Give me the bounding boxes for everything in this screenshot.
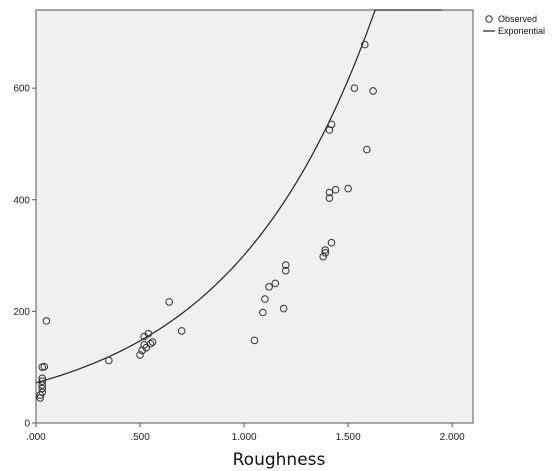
observed-point	[325, 194, 334, 202]
y-tick-label: 200	[13, 307, 30, 318]
y-tick-label: 0	[24, 419, 30, 430]
observed-point	[331, 185, 340, 194]
x-axis: .000 .500 1.000 1.500 2.000	[26, 423, 465, 443]
observed-point	[271, 279, 280, 288]
observed-point	[281, 266, 290, 275]
observed-point	[369, 87, 377, 95]
exponential-fit-line	[35, 9, 442, 384]
observed-point	[350, 84, 359, 92]
y-axis: 0 200 400 600	[13, 84, 36, 430]
observed-point	[261, 295, 269, 303]
y-tick-label: 600	[13, 84, 30, 95]
observed-point	[325, 188, 334, 197]
observed-point	[165, 298, 173, 306]
observed-point	[360, 40, 369, 49]
x-tick-label: .000	[26, 432, 46, 443]
observed-point	[146, 339, 155, 348]
observed-point	[259, 308, 267, 317]
observed-point	[281, 261, 290, 269]
observed-point	[148, 338, 157, 346]
y-tick-label: 400	[13, 195, 30, 206]
observed-point	[344, 184, 352, 193]
observed-point	[38, 388, 47, 397]
legend: Observed Exponential	[483, 14, 545, 36]
observed-point	[363, 145, 371, 154]
observed-point	[136, 351, 144, 359]
observed-point	[40, 362, 49, 371]
observed-point	[321, 246, 330, 254]
observed-point	[327, 238, 336, 247]
observed-point	[144, 329, 153, 338]
observed-point	[265, 283, 273, 291]
x-axis-title: Roughness	[233, 450, 326, 470]
observed-point	[279, 304, 288, 313]
legend-observed-marker	[485, 15, 493, 23]
observed-point	[42, 317, 51, 325]
observed-point	[321, 248, 330, 257]
x-tick-label: .500	[130, 432, 150, 443]
observed-points	[36, 40, 377, 402]
observed-point	[38, 377, 47, 385]
observed-point	[38, 374, 47, 383]
legend-observed-label: Observed	[498, 14, 537, 24]
observed-point	[38, 384, 47, 393]
observed-point	[177, 327, 186, 335]
observed-point	[327, 120, 336, 129]
observed-point	[142, 343, 151, 352]
observed-point	[319, 252, 327, 261]
x-tick-label: 1.000	[232, 432, 257, 443]
observed-point	[250, 336, 259, 345]
legend-exponential-label: Exponential	[498, 26, 545, 36]
x-tick-label: 2.000	[440, 432, 465, 443]
x-tick-label: 1.500	[336, 432, 361, 443]
plot-area	[35, 9, 474, 424]
observed-point	[105, 356, 113, 365]
